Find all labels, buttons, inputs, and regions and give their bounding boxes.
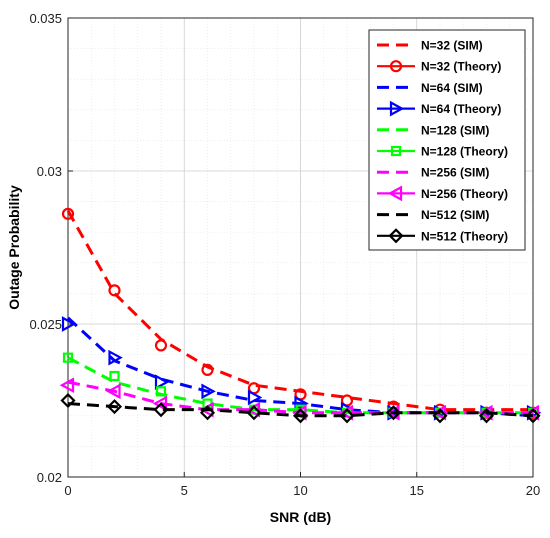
- legend-marker-swatch: [387, 185, 403, 202]
- x-tick-label: 5: [181, 483, 188, 498]
- data-point-marker: [153, 402, 169, 418]
- series-group: [59, 207, 542, 424]
- data-point-marker: [292, 408, 309, 424]
- data-point-marker: [154, 339, 168, 352]
- data-point-marker: [339, 408, 355, 424]
- data-point-marker: [106, 399, 123, 415]
- data-point-marker: [60, 392, 76, 409]
- x-tick-label: 10: [293, 483, 307, 498]
- data-point-marker: [109, 370, 120, 382]
- legend-label: N=128 (SIM): [421, 123, 489, 137]
- legend-entry: N=256 (Theory): [377, 185, 508, 202]
- legend-entry: N=128 (SIM): [377, 123, 489, 137]
- data-point-marker: [432, 408, 448, 424]
- x-axis-title: SNR (dB): [270, 509, 331, 525]
- data-point-marker: [108, 284, 121, 297]
- data-point-marker: [246, 405, 262, 421]
- x-tick-label: 0: [64, 483, 71, 498]
- data-point-marker: [154, 374, 170, 390]
- legend-entry: N=512 (Theory): [377, 228, 508, 244]
- data-point-marker: [247, 389, 263, 406]
- legend-marker-swatch: [390, 145, 402, 157]
- y-tick-label: 0.025: [29, 317, 62, 332]
- legend-entry: N=128 (Theory): [377, 145, 508, 159]
- data-point-marker: [385, 405, 402, 421]
- series-line: [66, 210, 533, 412]
- series-n-32-sim: [66, 210, 533, 412]
- legend-entry: N=64 (Theory): [377, 100, 501, 117]
- legend-marker-swatch: [389, 60, 403, 73]
- data-point-marker: [155, 386, 167, 397]
- series-line: [67, 402, 534, 418]
- legend-label: N=64 (Theory): [421, 102, 501, 116]
- data-point-marker: [108, 349, 123, 366]
- legend: N=32 (SIM) N=32 (Theory) N=64 (SIM) N=64 (T…: [368, 29, 526, 251]
- x-tick-label: 15: [410, 483, 424, 498]
- y-tick-label: 0.03: [37, 164, 62, 179]
- series-n-128-sim: [67, 356, 533, 415]
- data-point-marker: [525, 408, 541, 424]
- legend-label: N=256 (SIM): [421, 166, 489, 180]
- legend-entry: N=512 (SIM): [377, 208, 489, 222]
- data-point-marker: [478, 408, 495, 424]
- data-point-marker: [199, 405, 216, 421]
- legend-label: N=128 (Theory): [421, 145, 508, 159]
- legend-marker-swatch: [388, 228, 404, 244]
- legend-label: N=512 (Theory): [421, 229, 508, 243]
- data-point-marker: [61, 316, 77, 332]
- x-tick-label: 20: [526, 483, 540, 498]
- y-tick-label: 0.02: [37, 470, 62, 485]
- legend-label: N=32 (SIM): [421, 39, 483, 53]
- data-point-marker: [62, 352, 74, 363]
- y-tick-label: 0.035: [29, 11, 62, 26]
- y-axis-title: Outage Probability: [6, 185, 22, 310]
- legend-entry: N=64 (SIM): [377, 81, 483, 95]
- legend-label: N=512 (SIM): [421, 208, 489, 222]
- legend-label: N=256 (Theory): [421, 187, 508, 201]
- legend-entry: N=256 (SIM): [377, 166, 489, 180]
- legend-entry: N=32 (SIM): [377, 39, 483, 53]
- legend-entry: N=32 (Theory): [377, 60, 501, 74]
- data-point-marker: [201, 363, 214, 376]
- legend-label: N=32 (Theory): [421, 60, 501, 74]
- legend-marker-swatch: [389, 100, 405, 117]
- series-n-512-theory: [60, 392, 541, 424]
- legend-label: N=64 (SIM): [421, 81, 483, 95]
- data-point-marker: [201, 383, 216, 400]
- data-point-marker: [152, 395, 168, 412]
- axes: 0 5 10 15 20 0.02 0.025 0.03 0.035: [29, 11, 540, 498]
- series-n-512-sim: [67, 402, 534, 418]
- data-point-marker: [59, 377, 75, 394]
- data-point-marker: [106, 383, 121, 400]
- data-point-marker: [61, 207, 75, 220]
- series-line: [67, 356, 533, 415]
